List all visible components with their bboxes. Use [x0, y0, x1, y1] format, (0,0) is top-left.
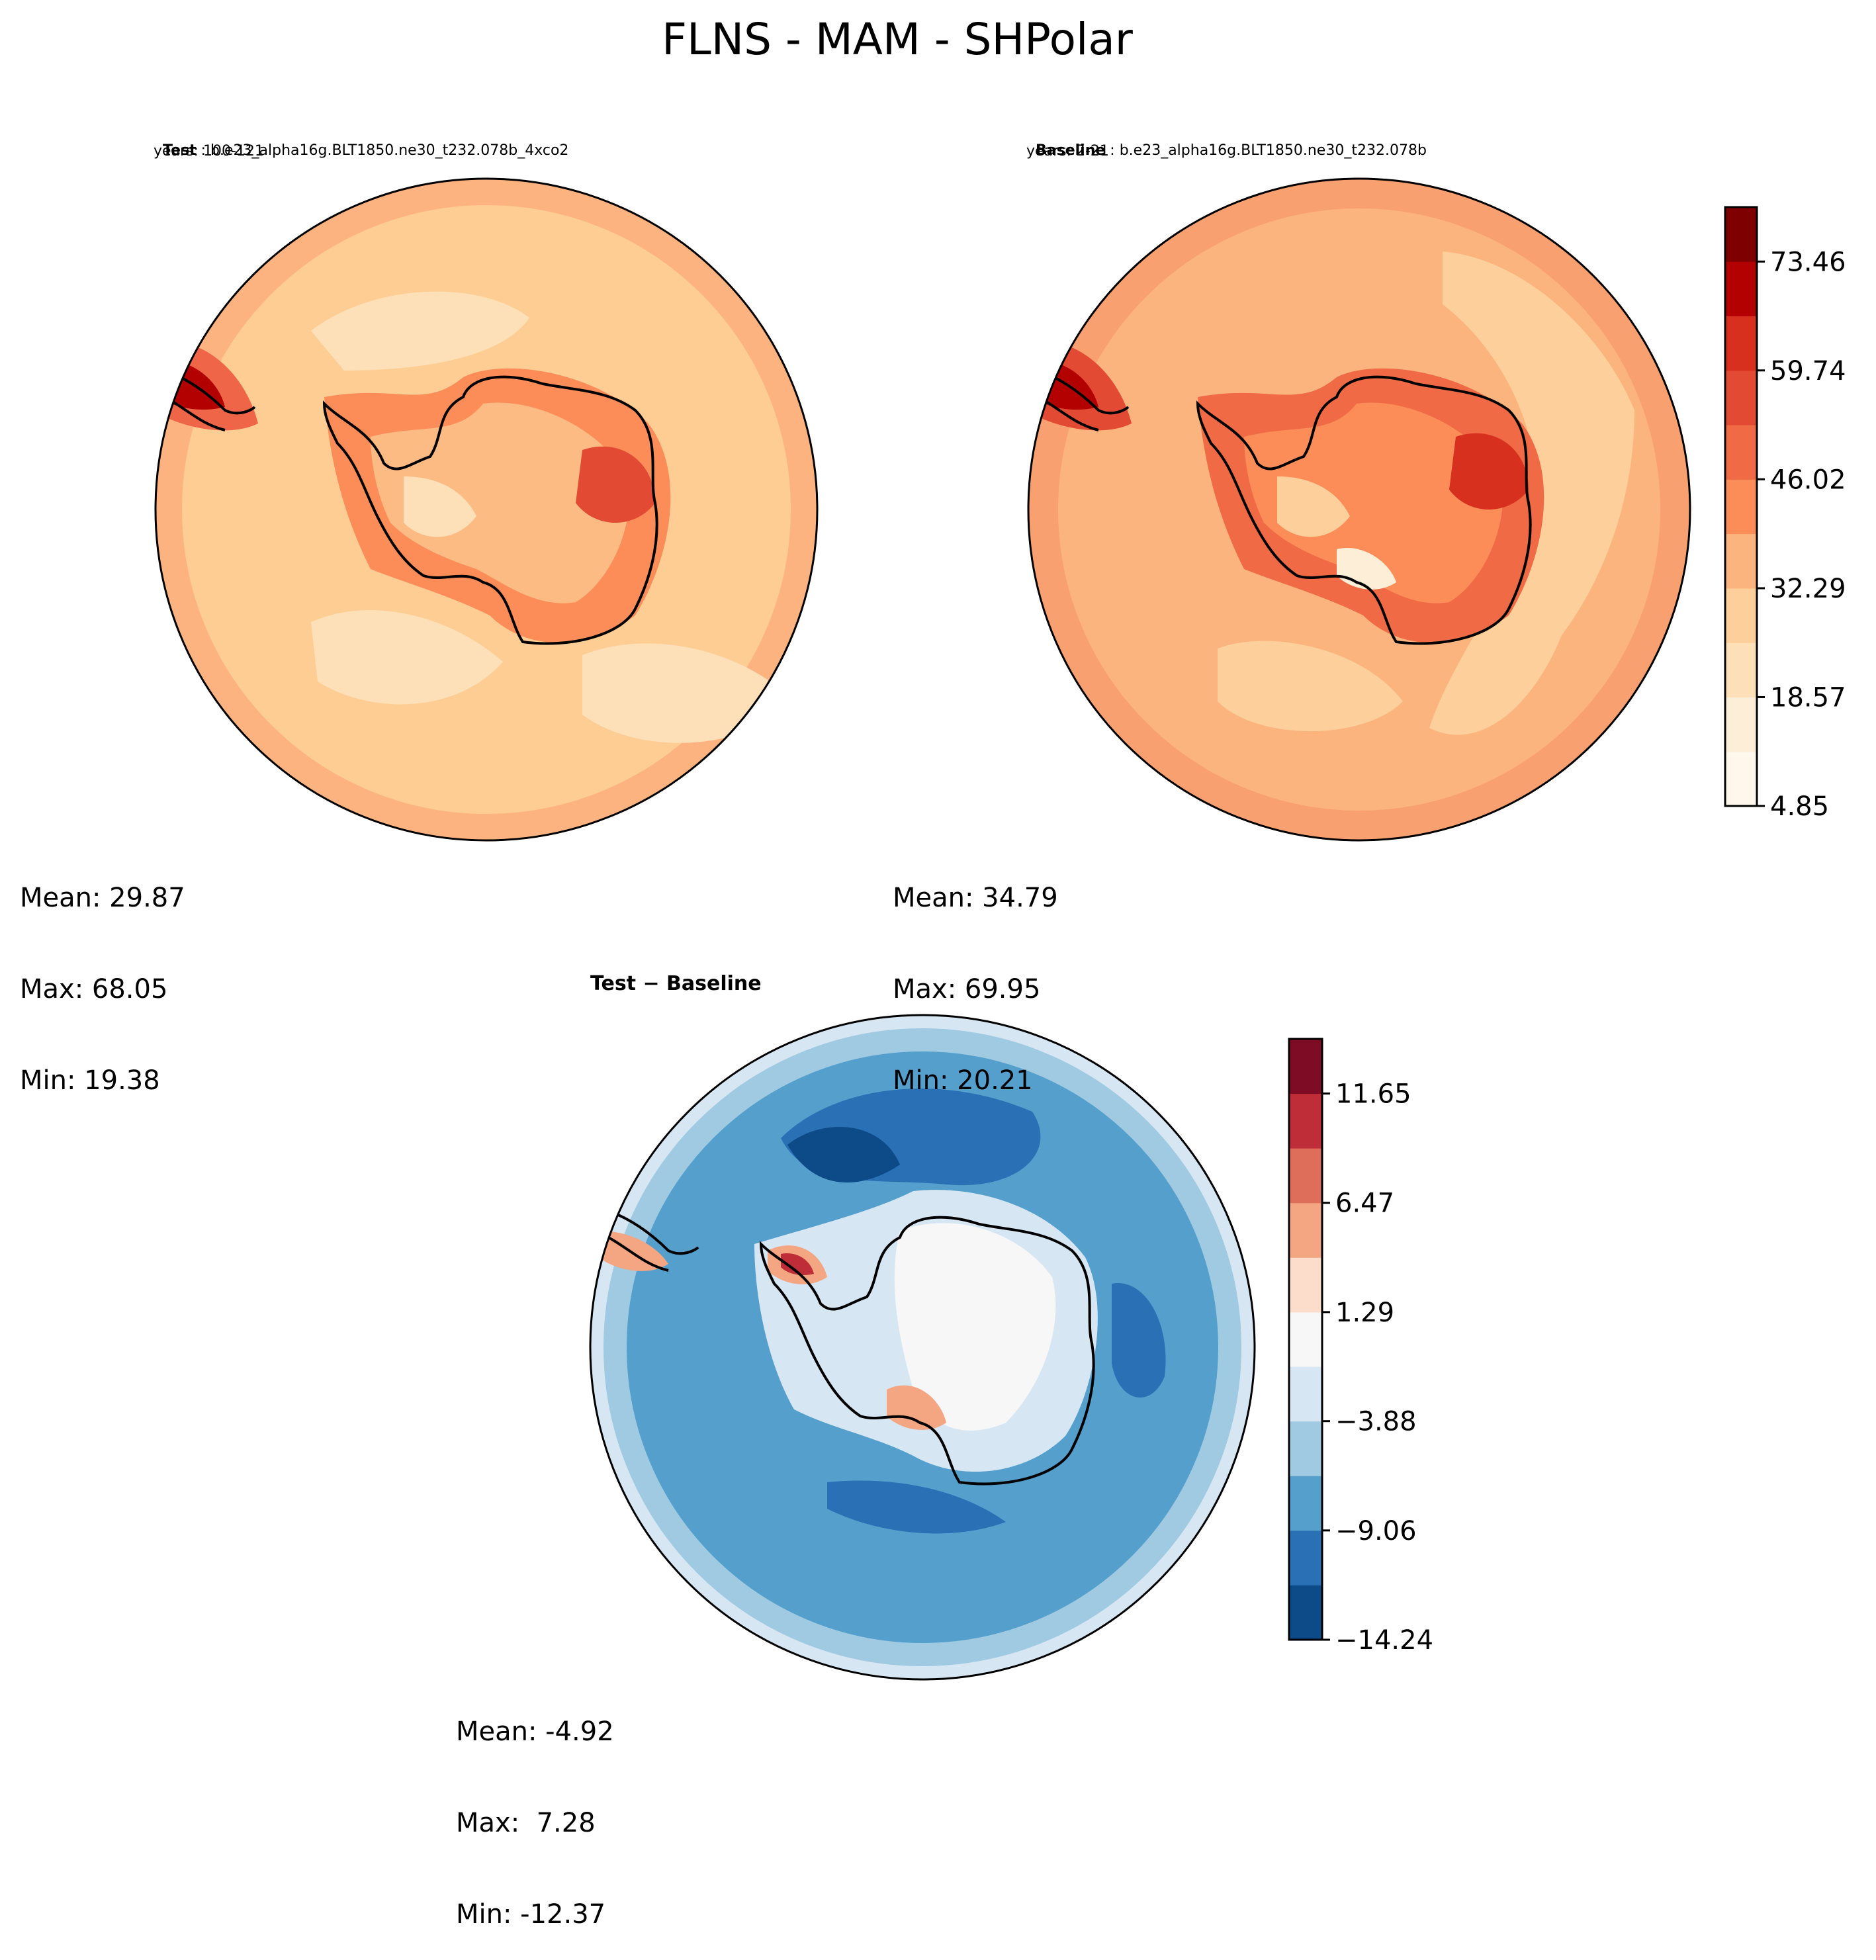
difference-colorbar-tick-label: −3.88 [1335, 1407, 1417, 1437]
test-map [154, 177, 819, 842]
baseline-colorbar-block [1725, 588, 1757, 643]
difference-map [589, 1014, 1256, 1681]
baseline-light-south [1218, 641, 1403, 731]
test-light-east [582, 643, 794, 743]
baseline-colorbar-block [1725, 425, 1757, 480]
diff-strong-east [1112, 1283, 1166, 1398]
baseline-min: Min: 20.21 [893, 1065, 1033, 1096]
diff-peninsula-max [781, 1253, 814, 1275]
baseline-case: b.e23_alpha16g.BLT1850.ne30_t232.078b [1119, 142, 1427, 159]
baseline-colorbar-block [1725, 751, 1757, 807]
test-light-south [311, 610, 503, 705]
figure: FLNS - MAM - SHPolar [154, 14, 1846, 1681]
baseline-colorbar-block [1725, 643, 1757, 697]
baseline-colorbar-block [1725, 697, 1757, 752]
test-max: Max: 68.05 [20, 974, 168, 1004]
diff-ice-white [894, 1223, 1056, 1431]
baseline-max: Max: 69.95 [893, 974, 1041, 1004]
test-light-tongue [311, 291, 529, 371]
baseline-separator: : [1105, 142, 1120, 159]
baseline-map-boundary [1027, 177, 1691, 842]
test-ice-interior [371, 402, 630, 603]
diff-peninsula-coast [602, 1210, 699, 1272]
baseline-colorbar-tick-label: 4.85 [1770, 791, 1829, 822]
diff-coastline [759, 1216, 1095, 1486]
baseline-colorbar-tick-label: 59.74 [1770, 356, 1846, 386]
difference-title: Test − Baseline [590, 972, 762, 995]
difference-colorbar-block [1289, 1476, 1322, 1531]
figure-title: FLNS - MAM - SHPolar [662, 14, 1134, 65]
difference-colorbar-block [1289, 1312, 1322, 1367]
baseline-ice-core [1277, 476, 1350, 537]
baseline-subtitle: Baseline : b.e23_alpha16g.BLT1850.ne30_t… [1026, 122, 1427, 160]
difference-colorbar-block [1289, 1202, 1322, 1258]
difference-colorbar-block [1289, 1421, 1322, 1476]
test-east-max [576, 446, 655, 523]
baseline-coastline [1196, 375, 1532, 645]
baseline-colorbar-block [1725, 479, 1757, 535]
difference-colorbar-block [1289, 1257, 1322, 1313]
test-stats: Mean: 29.87 Max: 68.05 Min: 19.38 [20, 822, 185, 1126]
difference-stats: Mean: -4.92 Max: 7.28 Min: -12.37 [456, 1656, 614, 1960]
test-subtitle: Test : b.e23_alpha16g.BLT1850.ne30_t232.… [154, 122, 568, 160]
baseline-stats: Mean: 34.79 Max: 69.95 Min: 20.21 [893, 822, 1058, 1126]
baseline-colorbar-tick-label: 32.29 [1770, 574, 1846, 604]
baseline-years: years: 2-21 [1026, 143, 1109, 159]
test-mean: Mean: 29.87 [20, 883, 185, 913]
difference-max: Max: 7.28 [456, 1808, 596, 1838]
difference-min: Min: -12.37 [456, 1899, 606, 1930]
difference-colorbar-tick-label: −9.06 [1335, 1516, 1417, 1546]
baseline-colorbar: 4.85 18.57 32.29 46.02 59.74 73.46 [1724, 206, 1846, 822]
baseline-colorbar-block [1725, 261, 1757, 317]
difference-colorbar-block [1289, 1039, 1322, 1094]
difference-colorbar-block [1289, 1585, 1322, 1640]
baseline-ice-interior [1244, 402, 1503, 603]
baseline-colorbar-block [1725, 207, 1757, 262]
baseline-colorbar-block [1725, 533, 1757, 589]
baseline-colorbar-tick-label: 18.57 [1770, 682, 1846, 713]
baseline-map [1027, 177, 1691, 842]
difference-colorbar-block [1289, 1148, 1322, 1204]
baseline-colorbar-tick-label: 73.46 [1770, 247, 1846, 277]
test-case: b.e23_alpha16g.BLT1850.ne30_t232.078b_4x… [210, 142, 569, 159]
difference-colorbar: −14.24 −9.06 −3.88 1.29 6.47 11.65 [1288, 1038, 1433, 1656]
difference-colorbar-tick-label: 6.47 [1335, 1188, 1394, 1219]
test-ice-core [404, 476, 476, 537]
diff-strongest-north [787, 1126, 900, 1183]
baseline-light-east [1429, 251, 1634, 735]
diff-strong-south [827, 1480, 1006, 1534]
test-label: Test [163, 142, 197, 159]
baseline-label: Baseline [1036, 142, 1106, 159]
test-coastline [322, 375, 658, 645]
difference-colorbar-tick-label: −14.24 [1335, 1625, 1433, 1656]
test-years: years: 100-121 [154, 143, 264, 159]
diff-ross-pos [887, 1385, 946, 1430]
baseline-colorbar-block [1725, 316, 1757, 371]
difference-colorbar-tick-label: 11.65 [1335, 1079, 1411, 1110]
difference-mean: Mean: -4.92 [456, 1716, 614, 1747]
baseline-colorbar-frame [1724, 206, 1758, 807]
difference-map-boundary [589, 1014, 1256, 1681]
baseline-colorbar-block [1725, 370, 1757, 425]
test-min: Min: 19.38 [20, 1065, 160, 1096]
difference-colorbar-block [1289, 1530, 1322, 1585]
difference-colorbar-frame [1288, 1038, 1323, 1641]
difference-colorbar-block [1289, 1366, 1322, 1422]
baseline-mean: Mean: 34.79 [893, 883, 1058, 913]
difference-colorbar-tick-label: 1.29 [1335, 1298, 1394, 1328]
difference-colorbar-block [1289, 1093, 1322, 1149]
baseline-colorbar-tick-label: 46.02 [1770, 465, 1846, 495]
baseline-east-max [1449, 433, 1529, 510]
test-separator: : [196, 142, 211, 159]
test-map-boundary [154, 177, 819, 842]
